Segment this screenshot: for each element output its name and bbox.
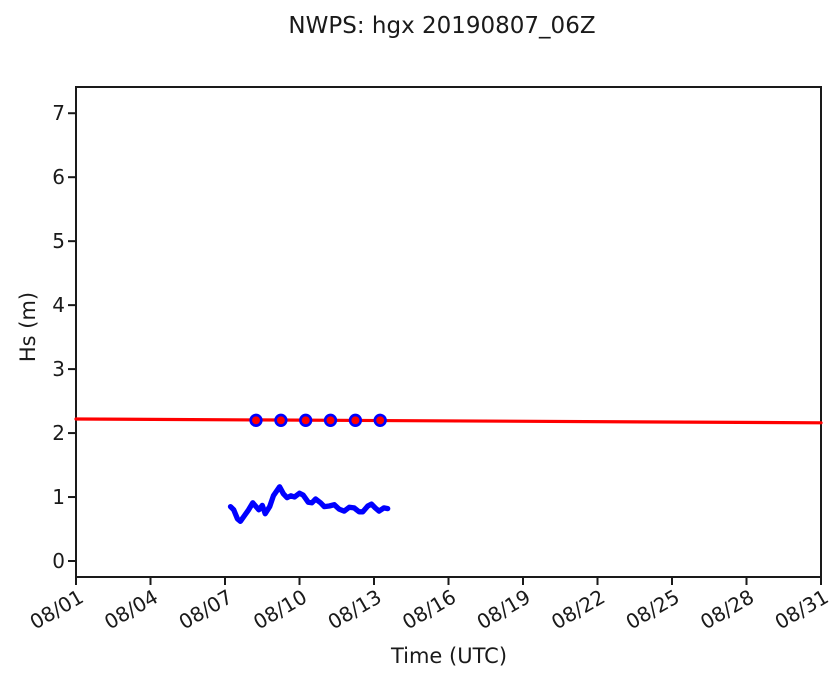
forecast-hs-markers (323, 413, 338, 427)
forecast-hs-line (74, 417, 823, 425)
x-tick-label: 08/13 (324, 585, 386, 635)
x-tick-label: 08/25 (622, 585, 684, 635)
x-tick-label: 08/31 (771, 585, 833, 635)
y-tick-label: 3 (52, 357, 65, 381)
forecast-hs-markers (249, 413, 263, 427)
y-tick-label: 7 (52, 101, 65, 125)
forecast-hs-markers (274, 413, 288, 427)
y-tick-label: 2 (52, 421, 65, 445)
x-tick-label: 08/07 (175, 585, 237, 635)
forecast-hs-markers (373, 413, 387, 427)
forecast-hs-markers (348, 413, 363, 427)
x-axis-label: Time (UTC) (390, 644, 508, 668)
x-tick-label: 08/28 (696, 585, 758, 635)
y-tick-label: 5 (52, 229, 65, 253)
plot-border (75, 86, 822, 578)
x-tick-label: 08/10 (249, 585, 311, 635)
y-tick-label: 4 (52, 293, 65, 317)
x-tick-label: 08/22 (547, 585, 609, 635)
chart-title: NWPS: hgx 20190807_06Z (288, 13, 596, 39)
x-tick-label: 08/16 (398, 585, 460, 635)
x-tick-label: 08/01 (26, 585, 88, 635)
x-tick-label: 08/04 (100, 585, 162, 635)
y-tick-label: 1 (52, 485, 65, 509)
forecast-hs-markers (299, 413, 313, 427)
observed-hs-line (227, 484, 391, 524)
y-tick-label: 0 (52, 549, 65, 573)
y-axis-label: Hs (m) (16, 291, 40, 363)
y-tick-label: 6 (52, 165, 65, 189)
x-tick-label: 08/19 (473, 585, 535, 635)
